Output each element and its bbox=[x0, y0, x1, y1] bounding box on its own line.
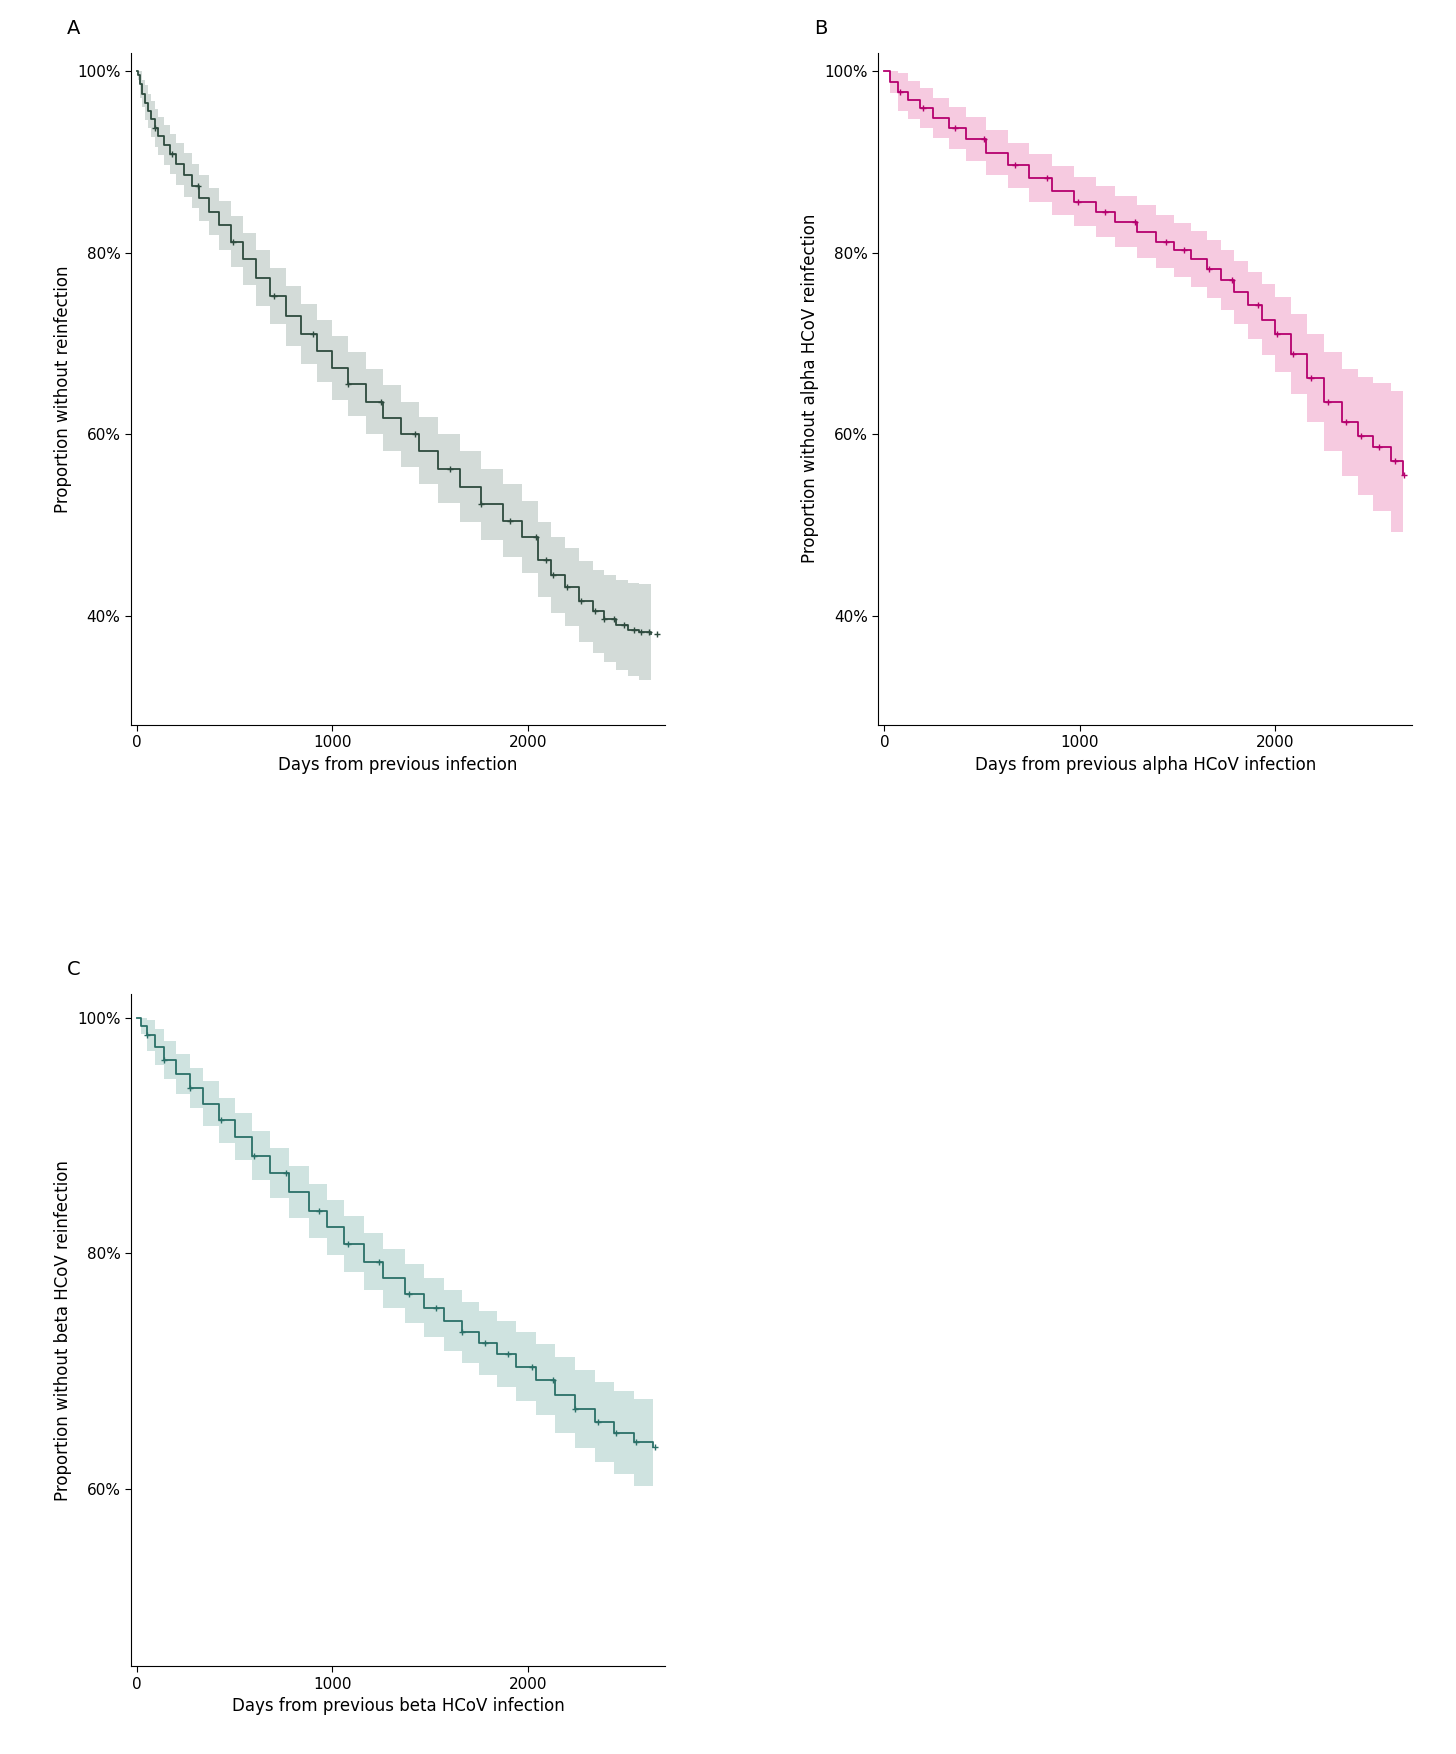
X-axis label: Days from previous alpha HCoV infection: Days from previous alpha HCoV infection bbox=[974, 756, 1316, 774]
Text: A: A bbox=[67, 19, 80, 39]
Y-axis label: Proportion without beta HCoV reinfection: Proportion without beta HCoV reinfection bbox=[54, 1159, 71, 1501]
X-axis label: Days from previous beta HCoV infection: Days from previous beta HCoV infection bbox=[232, 1698, 565, 1715]
X-axis label: Days from previous infection: Days from previous infection bbox=[278, 756, 518, 774]
Text: B: B bbox=[814, 19, 828, 39]
Text: C: C bbox=[67, 959, 80, 979]
Y-axis label: Proportion without alpha HCoV reinfection: Proportion without alpha HCoV reinfectio… bbox=[801, 214, 818, 563]
Y-axis label: Proportion without reinfection: Proportion without reinfection bbox=[54, 265, 71, 512]
